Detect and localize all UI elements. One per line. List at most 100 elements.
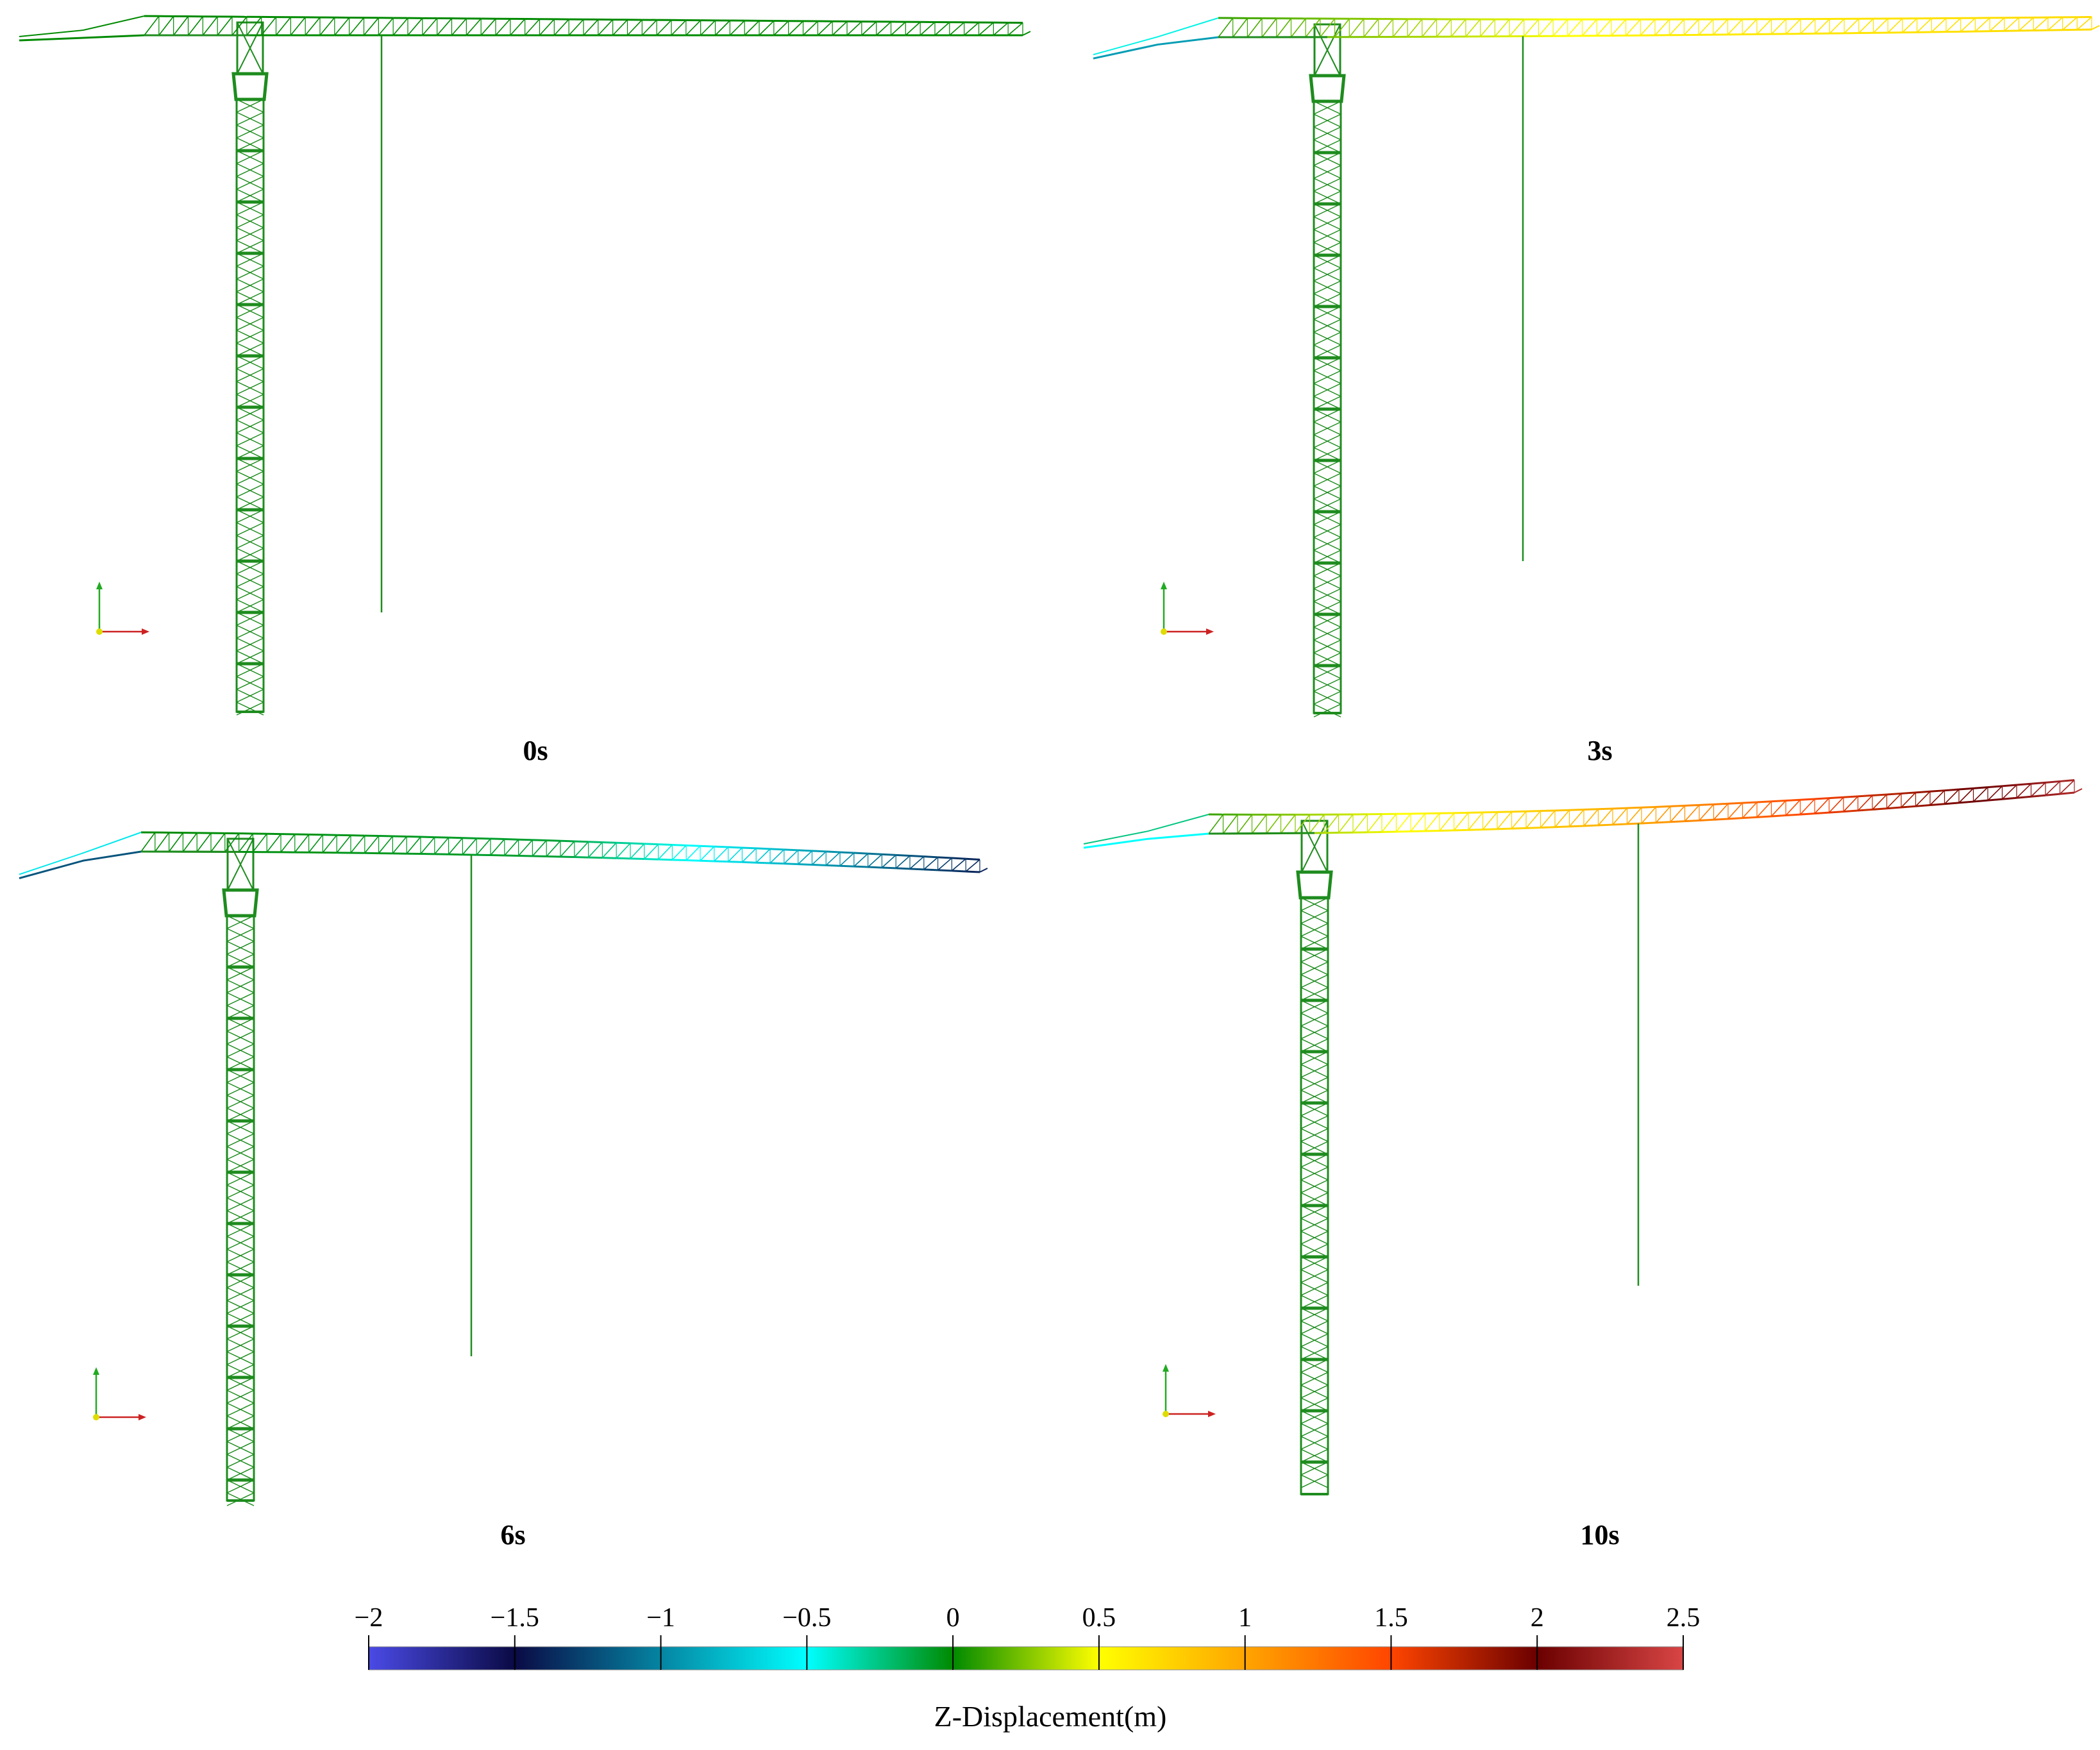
jib-diagonal (217, 16, 233, 36)
mast-brace (1313, 460, 1341, 474)
jib-diagonal (1232, 17, 1248, 38)
mast-brace (236, 112, 264, 126)
jib-diagonal (210, 832, 226, 852)
jib-bottom-chord (1540, 826, 1556, 829)
colorbar-ticks: −2 −1.5 −1 −0.5 0 0.5 1 1.5 2 2.5 (355, 1603, 1700, 1670)
jib-diagonal (656, 19, 672, 36)
counter-jib (1083, 814, 1315, 849)
jib-top-chord (1843, 795, 1858, 798)
jib-diagonal (1497, 811, 1513, 830)
jib-top-chord (1944, 788, 1960, 792)
jib-truss (140, 831, 988, 873)
jib-diagonal (350, 835, 365, 854)
jib-diagonal (598, 19, 614, 36)
mast-brace (1313, 421, 1341, 435)
mast-brace (226, 1184, 255, 1199)
jib-diagonal (1799, 798, 1815, 815)
jib-diagonal (1756, 19, 1772, 35)
mast-brace (226, 1377, 255, 1391)
jib-diagonal (1465, 19, 1481, 37)
crane-panel-6s (19, 831, 988, 1506)
mast-brace (1313, 139, 1341, 153)
mast-brace (236, 394, 264, 408)
jib-diagonal (1280, 814, 1296, 834)
jib-top-chord (462, 837, 477, 839)
mast-brace (1300, 987, 1329, 1001)
jib-bottom-chord (2045, 793, 2060, 796)
jib-diagonal (798, 850, 812, 865)
y-arrowhead-icon (93, 1367, 99, 1375)
jib-diagonal (2033, 17, 2049, 31)
coordinate-triad (1161, 582, 1214, 635)
panel-caption-3s: 3s (1587, 735, 1613, 766)
mast-brace (1313, 242, 1341, 256)
jib-top-chord (602, 841, 617, 844)
jib-diagonal (1857, 795, 1873, 811)
jib-diagonal (1902, 18, 1918, 33)
jib-diagonal (744, 20, 760, 36)
jib-diagonal (729, 20, 745, 36)
jib-diagonal (1450, 19, 1466, 37)
mast-brace (236, 176, 264, 190)
jib-diagonal (140, 832, 156, 852)
jib-diagonal (1901, 792, 1917, 808)
jib-diagonal (422, 17, 438, 36)
mast-brace (1300, 1384, 1329, 1399)
jib-diagonal (965, 859, 980, 872)
mast-brace (1313, 126, 1341, 140)
jib-bottom-chord (1814, 811, 1829, 815)
jib-diagonal (349, 17, 365, 36)
jib-diagonal (951, 858, 966, 871)
jib-diagonal (714, 846, 729, 862)
mast-brace (1300, 1243, 1329, 1258)
jib-bottom-chord (1872, 807, 1887, 811)
mast-brace (226, 928, 255, 942)
mast-brace (1313, 178, 1341, 192)
jib-top-chord (1958, 787, 1974, 791)
jib-diagonal (1683, 19, 1699, 36)
jib-top-chord (1713, 802, 1729, 805)
mast-brace (236, 522, 264, 536)
mast-brace (1313, 498, 1341, 512)
jib-diagonal (1222, 814, 1238, 834)
jib-top-chord (937, 856, 952, 859)
mast-brace (226, 1082, 255, 1096)
jib-diagonal (420, 837, 435, 855)
jib-top-chord (1699, 803, 1714, 806)
mast-brace (1313, 447, 1341, 461)
jib-diagonal (1915, 791, 1931, 807)
jib-top-chord (630, 842, 644, 845)
y-arrowhead-icon (1161, 582, 1167, 589)
jib-diagonal (612, 19, 628, 36)
jib-diagonal (560, 841, 575, 857)
mast-brace (1300, 910, 1329, 924)
jib-top-chord (1987, 785, 2003, 789)
jib-diagonal (1886, 793, 1902, 809)
jib-bottom-chord (1829, 811, 1844, 814)
mast-brace (226, 1415, 255, 1429)
mast-brace (236, 471, 264, 485)
jib-diagonal (1567, 19, 1583, 37)
tower-mast (1313, 99, 1342, 718)
jib-diagonal (363, 17, 379, 36)
jib-diagonal (1989, 17, 2005, 32)
counter-jib-chord (19, 34, 145, 42)
mast-brace (226, 979, 255, 993)
jib-bottom-chord (1656, 821, 1671, 824)
mast-brace (236, 445, 264, 459)
jib-top-chord (1583, 808, 1599, 811)
jib-diagonal (1960, 17, 1976, 32)
jib-top-chord (1569, 809, 1584, 811)
jib-diagonal (392, 17, 408, 36)
mast-brace (236, 253, 264, 267)
jib-diagonal (2045, 780, 2061, 796)
jib-diagonal (553, 19, 569, 36)
jib-diagonal (168, 832, 184, 852)
mast-brace (1313, 524, 1341, 538)
jib-diagonal (231, 16, 248, 36)
mast-brace (1313, 357, 1341, 371)
mast-brace (1313, 550, 1341, 564)
jib-top-chord (1886, 792, 1902, 796)
mast-brace (1313, 101, 1341, 115)
colorbar-tick-label: −0.5 (782, 1603, 831, 1633)
